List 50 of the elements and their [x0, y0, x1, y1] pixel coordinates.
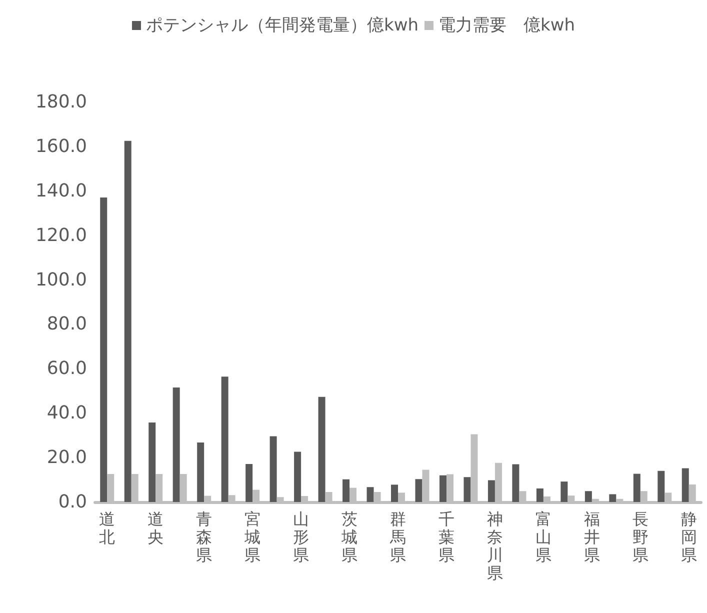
- bar: [172, 388, 180, 502]
- y-tick-label: 20.0: [46, 447, 87, 468]
- y-tick-label: 160.0: [35, 136, 87, 157]
- bar: [609, 494, 616, 502]
- bar: [366, 487, 374, 502]
- bar: [658, 470, 665, 502]
- bar: [464, 477, 471, 502]
- legend-label: 電力需要 億kwh: [438, 16, 576, 36]
- bar: [488, 480, 495, 502]
- bar: [560, 482, 568, 502]
- y-tick-label: 40.0: [46, 402, 87, 424]
- x-tick-label: 長野県: [632, 510, 648, 564]
- bar: [342, 479, 350, 502]
- bar: [221, 376, 228, 502]
- bar: [318, 396, 326, 502]
- y-tick-label: 140.0: [35, 180, 87, 202]
- bar: [584, 491, 592, 502]
- bar: [633, 474, 640, 502]
- bar: [294, 452, 302, 502]
- bar: [512, 464, 520, 502]
- x-tick-label: 茨城県: [340, 510, 358, 564]
- y-tick-label: 0.0: [58, 492, 87, 512]
- x-tick-label: 富山県: [535, 510, 552, 564]
- x-tick-label: 道北: [99, 510, 116, 546]
- bar: [536, 488, 544, 502]
- bar: [148, 422, 156, 502]
- x-tick-label: 群馬県: [389, 510, 406, 564]
- bar: [439, 475, 446, 502]
- y-tick-label: 60.0: [46, 358, 87, 380]
- bar: [124, 140, 132, 502]
- x-tick-label: 青森県: [196, 510, 212, 564]
- bar: [682, 468, 689, 502]
- bar: [391, 484, 398, 502]
- bar: [100, 198, 108, 502]
- x-tick-label: 福井県: [584, 510, 600, 564]
- bar: [246, 464, 253, 502]
- y-tick-label: 120.0: [35, 224, 87, 246]
- y-tick-label: 100.0: [35, 269, 87, 290]
- y-tick-label: 80.0: [46, 314, 87, 335]
- x-tick-label: 静岡県: [680, 510, 697, 564]
- x-tick-label: 神奈川県: [486, 510, 503, 582]
- x-tick-label: 千葉県: [438, 510, 454, 564]
- y-tick-label: 180.0: [35, 92, 87, 112]
- x-tick-label: 宮城県: [244, 510, 261, 564]
- bar: [197, 442, 204, 502]
- bar: [415, 479, 422, 502]
- x-tick-label: 道央: [148, 510, 164, 546]
- bar: [270, 436, 277, 502]
- legend-label: ポテンシャル（年間発電量）億kwh: [146, 16, 419, 36]
- x-tick-label: 山形県: [293, 510, 310, 564]
